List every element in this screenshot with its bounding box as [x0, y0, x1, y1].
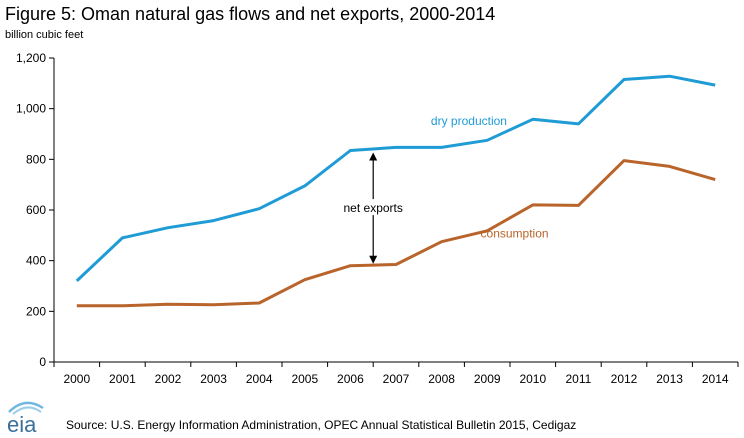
x-tick-label: 2000 — [63, 372, 90, 386]
x-tick-label: 2008 — [428, 372, 455, 386]
y-tick-label: 600 — [26, 203, 46, 217]
eia-logo-text: eia — [7, 412, 37, 436]
net-exports-arrowhead-up — [369, 152, 378, 161]
chart-axes: 0 200 400 600 800 1,000 1,200 2000 2001 2002 2003 2… — [16, 51, 739, 386]
net-exports-label-bg — [335, 199, 412, 216]
x-tick-label: 2009 — [474, 372, 501, 386]
x-tick-label: 2005 — [291, 372, 318, 386]
x-tick-label: 2012 — [611, 372, 638, 386]
x-tick-label: 2004 — [246, 372, 273, 386]
y-tick-label: 0 — [39, 355, 46, 369]
y-tick-label: 1,000 — [16, 102, 46, 116]
x-tick-label: 2002 — [155, 372, 182, 386]
x-tick-label: 2006 — [337, 372, 364, 386]
series-layer: dry production consumption — [75, 74, 716, 308]
y-tick-label: 400 — [26, 254, 46, 268]
dry-production-label: dry production — [431, 114, 507, 128]
x-tick-label: 2003 — [200, 372, 227, 386]
x-tick-label: 2007 — [383, 372, 410, 386]
x-tick-label: 2001 — [109, 372, 136, 386]
eia-logo: eia — [7, 401, 44, 436]
dry-production-line — [75, 74, 716, 282]
annotation-layer: net exports — [335, 152, 412, 264]
x-tick-label: 2011 — [565, 372, 591, 386]
x-tick-label: 2013 — [656, 372, 683, 386]
y-tick-label: 800 — [26, 152, 46, 166]
net-exports-arrowhead-down — [369, 255, 378, 264]
y-tick-label: 1,200 — [16, 51, 46, 65]
chart-title: Figure 5: Oman natural gas flows and net… — [5, 4, 496, 24]
consumption-label: consumption — [481, 226, 549, 240]
source-note: Source: U.S. Energy Information Administ… — [66, 418, 577, 432]
x-tick-label: 2010 — [519, 372, 546, 386]
x-tick-label: 2014 — [702, 372, 729, 386]
y-axis-unit-label: billion cubic feet — [5, 29, 84, 41]
net-exports-label: net exports — [344, 201, 403, 215]
y-tick-label: 200 — [26, 304, 46, 318]
consumption-line — [76, 159, 716, 308]
